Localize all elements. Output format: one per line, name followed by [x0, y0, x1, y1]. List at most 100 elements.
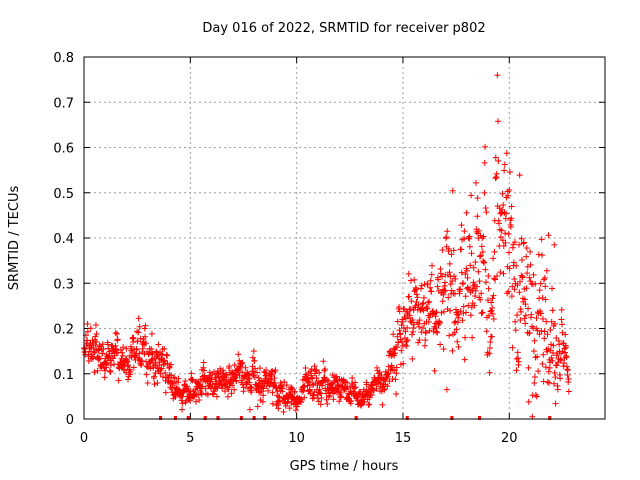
data-point — [256, 365, 263, 372]
data-point — [426, 327, 433, 334]
data-point — [436, 319, 443, 326]
data-point — [440, 286, 447, 293]
data-point — [187, 397, 194, 404]
data-point — [352, 379, 359, 386]
data-point — [361, 398, 368, 405]
data-point — [527, 261, 534, 268]
data-point — [402, 315, 409, 322]
data-point — [428, 271, 435, 278]
data-point — [168, 361, 175, 368]
data-point — [455, 311, 462, 318]
data-point — [301, 394, 308, 401]
data-point — [475, 227, 482, 234]
data-point — [532, 391, 539, 398]
data-point — [311, 363, 318, 370]
data-point — [409, 355, 416, 362]
data-point — [134, 328, 141, 335]
data-point — [486, 345, 493, 352]
data-point — [484, 297, 491, 304]
data-point — [497, 234, 504, 241]
data-point — [447, 281, 454, 288]
data-point — [542, 283, 549, 290]
data-point — [154, 379, 161, 386]
x-tick-label: 10 — [288, 431, 305, 446]
data-point — [94, 367, 101, 374]
data-point — [471, 302, 478, 309]
data-point — [412, 302, 419, 309]
data-point — [407, 306, 414, 313]
data-point — [437, 341, 444, 348]
data-point — [474, 195, 481, 202]
data-point — [439, 298, 446, 305]
data-point — [469, 334, 476, 341]
flag-mark — [252, 416, 256, 420]
data-point — [84, 328, 91, 335]
data-point — [137, 335, 144, 342]
data-point — [398, 347, 405, 354]
data-point — [330, 396, 337, 403]
data-point — [477, 296, 484, 303]
data-point — [444, 228, 451, 235]
data-point — [460, 280, 467, 287]
data-point — [313, 366, 320, 373]
data-point — [449, 277, 456, 284]
data-point — [483, 279, 490, 286]
data-point — [151, 373, 158, 380]
data-point — [288, 385, 295, 392]
data-point — [518, 257, 525, 264]
data-point — [526, 274, 533, 281]
data-point — [255, 374, 262, 381]
data-point — [545, 345, 552, 352]
data-point — [458, 269, 465, 276]
data-point — [511, 286, 518, 293]
data-point — [525, 364, 532, 371]
data-point — [449, 187, 456, 194]
data-point — [525, 305, 532, 312]
data-point — [381, 386, 388, 393]
data-point — [464, 274, 471, 281]
data-point — [418, 282, 425, 289]
data-point — [391, 346, 398, 353]
data-point — [422, 330, 429, 337]
data-point — [556, 341, 563, 348]
data-point — [437, 270, 444, 277]
data-point — [387, 348, 394, 355]
data-point — [439, 247, 446, 254]
data-points — [81, 72, 572, 420]
data-point — [409, 317, 416, 324]
data-point — [286, 392, 293, 399]
data-point — [426, 298, 433, 305]
data-point — [291, 388, 298, 395]
data-point — [470, 264, 477, 271]
data-point — [433, 328, 440, 335]
axis-ticks: 0 0.1 0.2 0.3 0.4 0.5 0.6 0.7 0.8 0 5 10 15 20 — [53, 51, 605, 446]
data-point — [501, 167, 508, 174]
data-point — [506, 168, 513, 175]
data-point — [100, 346, 107, 353]
data-point — [276, 394, 283, 401]
data-point — [460, 310, 467, 317]
data-point — [204, 391, 211, 398]
flag-mark — [239, 416, 243, 420]
data-point — [515, 355, 522, 362]
data-point — [425, 318, 432, 325]
data-point — [161, 360, 168, 367]
data-point — [495, 157, 502, 164]
data-point — [527, 278, 534, 285]
data-point — [351, 385, 358, 392]
data-point — [231, 361, 238, 368]
data-point — [273, 385, 280, 392]
data-point — [103, 360, 110, 367]
data-point — [489, 310, 496, 317]
data-point — [242, 364, 249, 371]
data-point — [130, 334, 137, 341]
data-point — [223, 372, 230, 379]
data-point — [533, 314, 540, 321]
data-point — [477, 252, 484, 259]
data-point — [549, 285, 556, 292]
data-point — [537, 280, 544, 287]
data-point — [107, 368, 114, 375]
data-point — [433, 309, 440, 316]
data-point — [429, 262, 436, 269]
data-point — [551, 369, 558, 376]
